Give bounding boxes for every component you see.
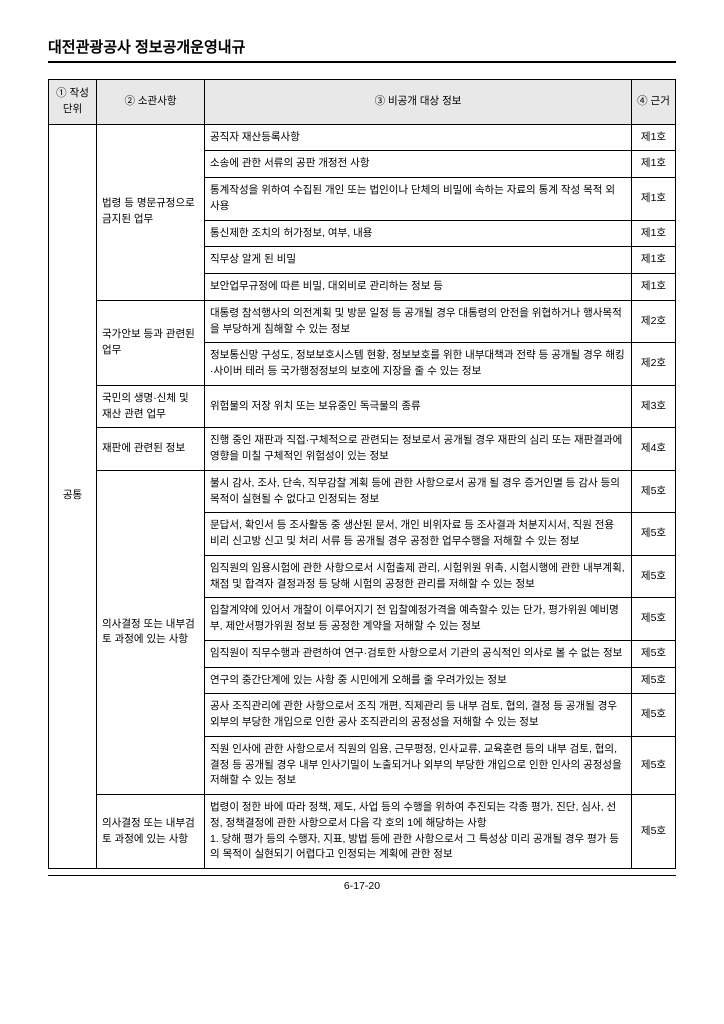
info-cell: 공사 조직관리에 관한 사항으로서 조직 개편, 직제관리 등 내부 검토, 협… [205, 694, 632, 737]
basis-cell: 제5호 [632, 667, 676, 694]
basis-cell: 제1호 [632, 151, 676, 178]
basis-cell: 제1호 [632, 274, 676, 301]
info-cell: 정보통신망 구성도, 정보보호시스템 현황, 정보보호를 위한 내부대책과 전략… [205, 343, 632, 386]
info-cell: 문답서, 확인서 등 조사활동 중 생산된 문서, 개인 비위자료 등 조사결과… [205, 513, 632, 556]
basis-cell: 제5호 [632, 795, 676, 869]
header-basis: ④ 근거 [632, 80, 676, 125]
info-cell: 직원 인사에 관한 사항으로서 직원의 임용, 근무평정, 인사교류, 교육훈련… [205, 736, 632, 794]
info-table: ① 작성단위 ② 소관사항 ③ 비공개 대상 정보 ④ 근거 공통법령 등 명문… [48, 79, 676, 869]
info-cell: 대통령 참석행사의 의전계획 및 방문 일정 등 공개될 경우 대통령의 안전을… [205, 300, 632, 343]
basis-cell: 제1호 [632, 220, 676, 247]
title-underline [48, 61, 676, 63]
subject-cell: 재판에 관련된 정보 [97, 428, 205, 471]
header-unit: ① 작성단위 [49, 80, 97, 125]
info-cell: 통계작성을 위하여 수집된 개인 또는 법인이나 단체의 비밀에 속하는 자료의… [205, 178, 632, 221]
subject-cell: 국민의 생명·신체 및 재산 관련 업무 [97, 385, 205, 428]
basis-cell: 제5호 [632, 470, 676, 513]
basis-cell: 제5호 [632, 736, 676, 794]
page-footer: 6-17-20 [48, 875, 676, 892]
info-cell: 직무상 알게 된 비밀 [205, 247, 632, 274]
header-subject: ② 소관사항 [97, 80, 205, 125]
table-row: 재판에 관련된 정보진행 중인 재판과 직접·구체적으로 관련되는 정보로서 공… [49, 428, 676, 471]
basis-cell: 제5호 [632, 694, 676, 737]
basis-cell: 제5호 [632, 640, 676, 667]
table-row: 의사결정 또는 내부검토 과정에 있는 사항법령이 정한 바에 따라 정책, 제… [49, 795, 676, 869]
basis-cell: 제1호 [632, 124, 676, 151]
unit-cell: 공통 [49, 124, 97, 869]
info-cell: 공직자 재산등록사항 [205, 124, 632, 151]
table-row: 국민의 생명·신체 및 재산 관련 업무위험물의 저장 위치 또는 보유중인 독… [49, 385, 676, 428]
basis-cell: 제3호 [632, 385, 676, 428]
subject-cell: 국가안보 등과 관련된 업무 [97, 300, 205, 385]
info-cell: 위험물의 저장 위치 또는 보유중인 독극물의 종류 [205, 385, 632, 428]
subject-cell: 의사결정 또는 내부검토 과정에 있는 사항 [97, 795, 205, 869]
basis-cell: 제5호 [632, 598, 676, 641]
basis-cell: 제5호 [632, 513, 676, 556]
info-cell: 입찰계약에 있어서 개찰이 이루어지기 전 입찰예정가격을 예측할수 있는 단가… [205, 598, 632, 641]
table-header-row: ① 작성단위 ② 소관사항 ③ 비공개 대상 정보 ④ 근거 [49, 80, 676, 125]
info-cell: 보안업무규정에 따른 비밀, 대외비로 관리하는 정보 등 [205, 274, 632, 301]
basis-cell: 제2호 [632, 343, 676, 386]
info-cell: 연구의 중간단계에 있는 사항 중 시민에게 오해를 줄 우려가있는 정보 [205, 667, 632, 694]
basis-cell: 제1호 [632, 178, 676, 221]
basis-cell: 제4호 [632, 428, 676, 471]
table-row: 공통법령 등 명문규정으로 금지된 업무공직자 재산등록사항제1호 [49, 124, 676, 151]
info-cell: 임직원이 직무수행과 관련하여 연구·검토한 사항으로서 기관의 공식적인 의사… [205, 640, 632, 667]
table-body: 공통법령 등 명문규정으로 금지된 업무공직자 재산등록사항제1호소송에 관한 … [49, 124, 676, 869]
info-cell: 통신제한 조치의 허가정보, 여부, 내용 [205, 220, 632, 247]
info-cell: 불시 감사, 조사, 단속, 직무감찰 계획 등에 관한 사항으로서 공개 될 … [205, 470, 632, 513]
basis-cell: 제2호 [632, 300, 676, 343]
document-title: 대전관광공사 정보공개운영내규 [48, 36, 676, 57]
table-row: 의사결정 또는 내부검토 과정에 있는 사항불시 감사, 조사, 단속, 직무감… [49, 470, 676, 513]
info-cell: 법령이 정한 바에 따라 정책, 제도, 사업 등의 수행을 위하여 추진되는 … [205, 795, 632, 869]
info-cell: 진행 중인 재판과 직접·구체적으로 관련되는 정보로서 공개될 경우 재판의 … [205, 428, 632, 471]
subject-cell: 법령 등 명문규정으로 금지된 업무 [97, 124, 205, 300]
info-cell: 임직원의 임용시험에 관한 사항으로서 시험출제 관리, 시험위원 위촉, 시험… [205, 555, 632, 598]
header-info: ③ 비공개 대상 정보 [205, 80, 632, 125]
info-cell: 소송에 관한 서류의 공판 개정전 사항 [205, 151, 632, 178]
basis-cell: 제1호 [632, 247, 676, 274]
subject-cell: 의사결정 또는 내부검토 과정에 있는 사항 [97, 470, 205, 794]
table-row: 국가안보 등과 관련된 업무대통령 참석행사의 의전계획 및 방문 일정 등 공… [49, 300, 676, 343]
basis-cell: 제5호 [632, 555, 676, 598]
